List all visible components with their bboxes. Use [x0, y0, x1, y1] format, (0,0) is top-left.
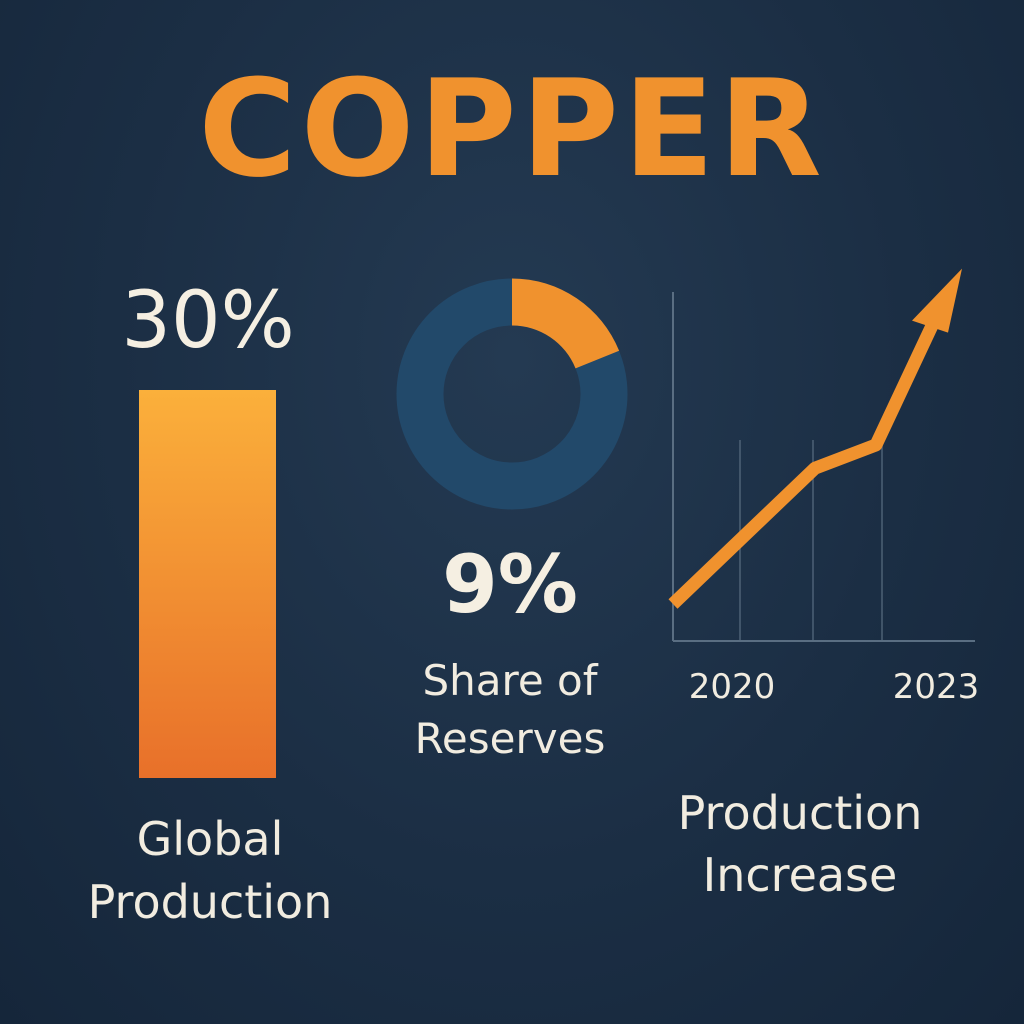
line-chart: 2020 2023	[668, 268, 980, 707]
donut-caption: Share of Reserves	[414, 656, 606, 763]
donut-chart	[396, 278, 628, 510]
series-line	[668, 305, 946, 609]
bar-chart	[139, 390, 276, 778]
arrow-head	[912, 268, 962, 333]
title: COPPER	[198, 51, 826, 207]
line-caption: Production Increase	[677, 786, 923, 902]
x-tick-label: 2020	[689, 667, 776, 707]
donut-value-label: 9%	[442, 538, 578, 631]
x-tick-label: 2023	[893, 667, 980, 707]
bar	[139, 390, 276, 778]
donut-slice-highlight	[512, 278, 620, 369]
bar-caption: Global Production	[87, 812, 333, 929]
bar-value-label: 30%	[121, 276, 295, 366]
